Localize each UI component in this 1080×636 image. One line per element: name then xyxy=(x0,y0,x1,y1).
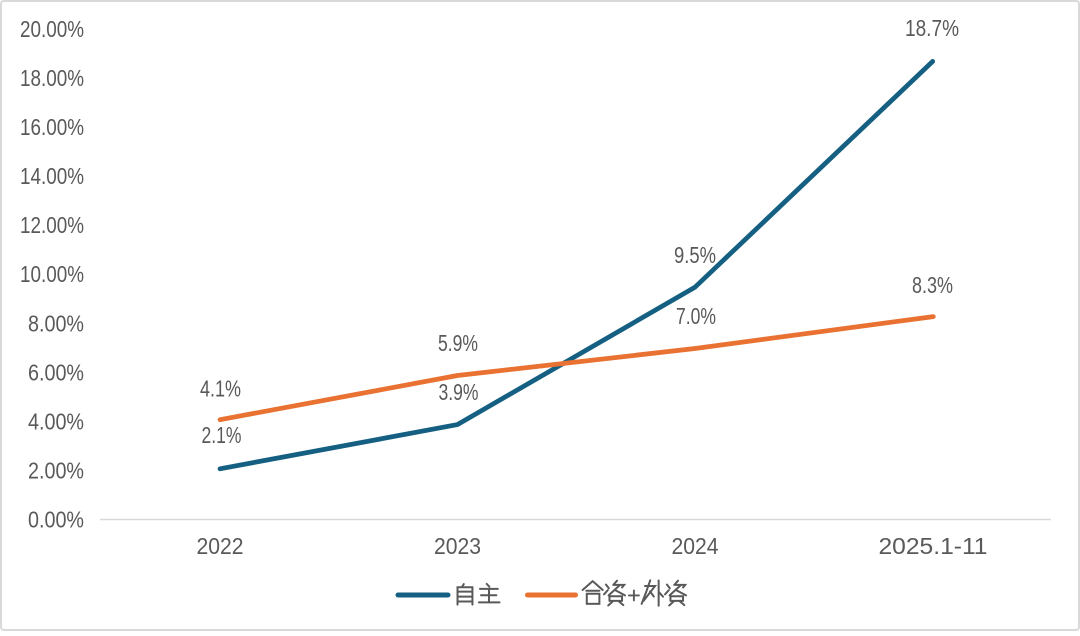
svg-text:16.00%: 16.00% xyxy=(20,114,84,140)
svg-text:10.00%: 10.00% xyxy=(20,261,84,287)
svg-text:9.5%: 9.5% xyxy=(674,242,716,268)
svg-text:7.0%: 7.0% xyxy=(676,303,716,329)
svg-text:12.00%: 12.00% xyxy=(20,212,84,238)
svg-text:6.00%: 6.00% xyxy=(28,359,84,385)
svg-text:2022: 2022 xyxy=(197,533,244,559)
svg-text:2.00%: 2.00% xyxy=(28,457,84,483)
svg-text:18.7%: 18.7% xyxy=(905,15,959,41)
svg-text:2.1%: 2.1% xyxy=(202,422,242,448)
svg-text:2024: 2024 xyxy=(672,533,719,559)
svg-text:0.00%: 0.00% xyxy=(28,506,84,532)
svg-text:8.00%: 8.00% xyxy=(28,310,84,336)
svg-text:4.1%: 4.1% xyxy=(200,375,241,401)
svg-text:4.00%: 4.00% xyxy=(28,408,84,434)
svg-text:2023: 2023 xyxy=(434,533,481,559)
svg-text:18.00%: 18.00% xyxy=(20,65,84,91)
svg-text:14.00%: 14.00% xyxy=(20,163,84,189)
svg-text:2025.1-11: 2025.1-11 xyxy=(879,533,988,559)
svg-text:5.9%: 5.9% xyxy=(438,330,478,356)
svg-text:20.00%: 20.00% xyxy=(20,16,84,42)
svg-text:8.3%: 8.3% xyxy=(912,272,953,298)
svg-text:3.9%: 3.9% xyxy=(439,379,479,405)
